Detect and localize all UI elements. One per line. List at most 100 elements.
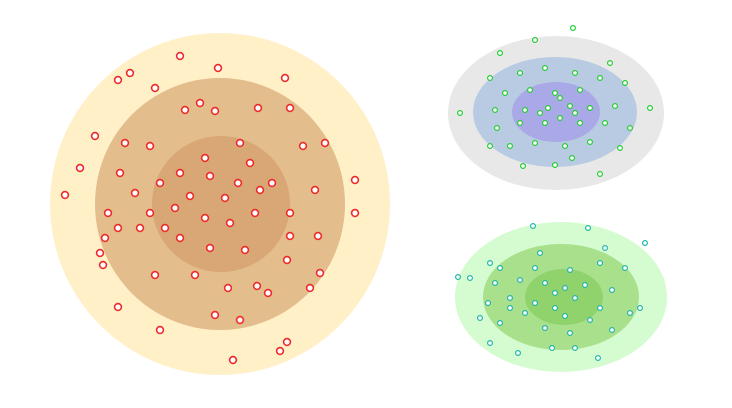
point [566,267,573,274]
point [531,140,538,147]
point [145,208,155,218]
point [350,175,360,185]
point [531,300,538,307]
point [457,109,464,116]
point [561,143,568,150]
point [240,245,250,255]
point [487,340,494,347]
point [611,102,618,109]
point [113,75,123,85]
point [205,243,215,253]
point [220,193,230,203]
point [571,69,578,76]
point [225,218,235,228]
point [130,188,140,198]
point [115,168,125,178]
point [98,260,108,270]
point [223,283,233,293]
point [492,280,499,287]
regions [50,33,667,375]
point [155,325,165,335]
point [551,290,558,297]
point [235,138,245,148]
point [145,141,155,151]
point [584,225,591,232]
point [551,305,558,312]
point [150,270,160,280]
point [571,295,578,302]
point [285,208,295,218]
point [175,233,185,243]
point [228,355,238,365]
point [205,171,215,181]
point [526,86,533,93]
point [253,103,263,113]
point [531,265,538,272]
point [586,104,593,111]
point [255,185,265,195]
point [646,104,653,111]
point [195,98,205,108]
point [521,106,528,113]
point [477,315,484,322]
point [571,109,578,116]
point [626,124,633,131]
point [494,124,501,131]
point [636,305,643,312]
point [120,138,130,148]
point [155,178,165,188]
point [576,119,583,126]
point [175,51,185,61]
point [320,138,330,148]
point [190,270,200,280]
point [616,145,623,152]
point [566,102,573,109]
point [621,265,628,272]
point [507,305,514,312]
point [594,355,601,362]
point [313,231,323,241]
point [100,233,110,243]
point [310,185,320,195]
point [298,141,308,151]
point [200,213,210,223]
point [150,83,160,93]
point [467,275,474,282]
point [487,74,494,81]
point [497,265,504,272]
point [544,104,551,111]
point [315,268,325,278]
point [103,208,113,218]
point [581,282,588,289]
point [487,143,494,150]
point [497,49,504,56]
point [180,105,190,115]
point [529,223,536,230]
point [502,89,509,96]
point [548,345,555,352]
point [350,208,360,218]
point [213,63,223,73]
point [601,245,608,252]
point [492,106,499,113]
point [556,94,563,101]
point [568,155,575,162]
point [90,131,100,141]
point [596,260,603,267]
point [576,86,583,93]
point [541,64,548,71]
point [566,330,573,337]
point [569,25,576,32]
point [267,178,277,188]
point [541,119,548,126]
point [280,73,290,83]
point [185,191,195,201]
point [497,320,504,327]
point [551,89,558,96]
point [596,171,603,178]
point [596,74,603,81]
point [536,109,543,116]
point [641,240,648,247]
point [160,223,170,233]
